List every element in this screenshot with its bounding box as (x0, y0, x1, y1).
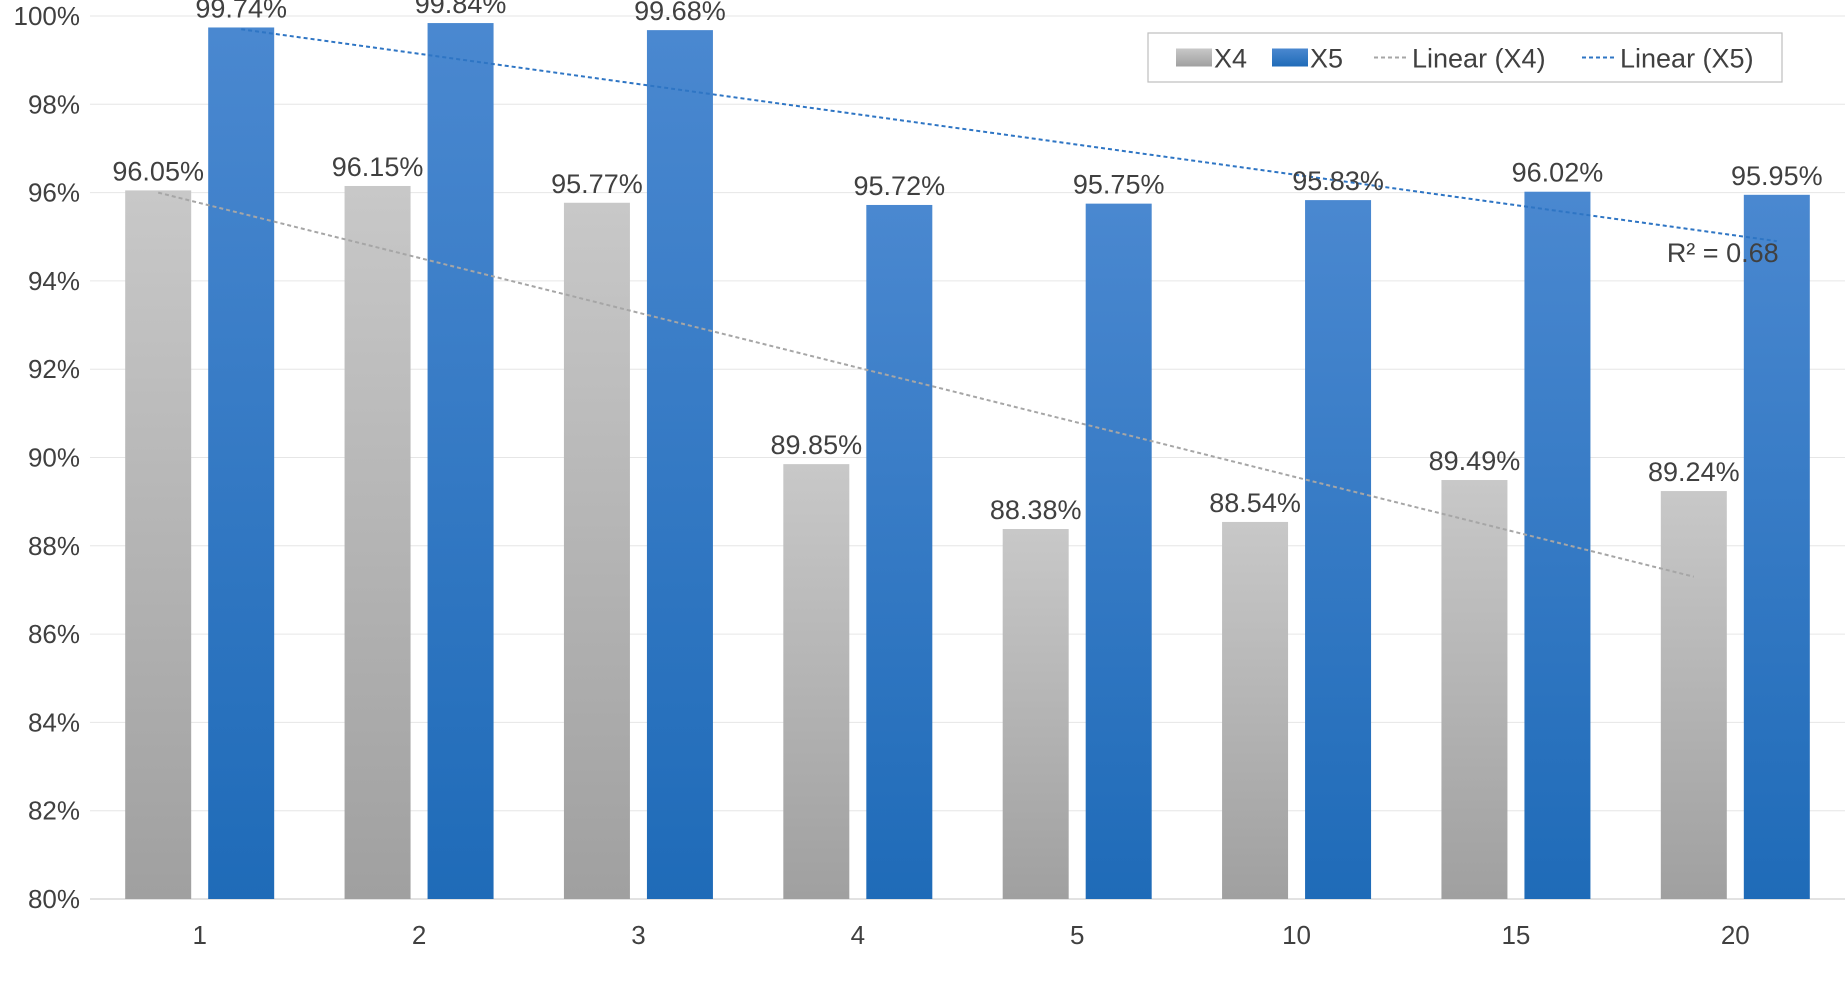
trendline-x5 (241, 28, 1777, 243)
legend-box (1147, 32, 1783, 83)
legend-label-linear-x5: Linear (X5) (1620, 44, 1754, 74)
data-label-x5: 96.02% (1512, 158, 1604, 188)
legend-label-x5: X5 (1310, 44, 1343, 74)
data-label-x4: 89.85% (771, 430, 863, 460)
bar-x4 (125, 190, 192, 899)
trendlines (157, 28, 1777, 578)
data-label-x5: 95.75% (1073, 170, 1165, 200)
x-tick-label: 2 (412, 920, 426, 950)
y-tick-label: 88% (28, 531, 80, 561)
data-label-x5: 95.72% (854, 171, 946, 201)
data-label-x4: 89.24% (1648, 457, 1740, 487)
legend: X4 X5 Linear (X4) Linear (X5) (1147, 32, 1783, 83)
data-label-x4: 95.77% (551, 169, 643, 199)
bar-x4 (783, 464, 850, 899)
x-tick-label: 20 (1721, 920, 1750, 950)
bar-x5 (1743, 194, 1810, 899)
bar-x4 (1002, 529, 1069, 899)
bar-x5 (866, 204, 933, 899)
data-label-x4: 96.15% (332, 152, 424, 182)
y-tick-label: 86% (28, 619, 80, 649)
y-tick-label: 84% (28, 707, 80, 737)
y-tick-label: 82% (28, 796, 80, 826)
x-tick-label: 1 (192, 920, 206, 950)
x-tick-label: 5 (1070, 920, 1084, 950)
data-label-x4: 89.49% (1429, 446, 1521, 476)
data-labels: 96.05% 99.74% 96.15% 99.84% 95.77% 99.68% 89.8… (112, 0, 1822, 525)
bar-x5 (1085, 203, 1152, 899)
x-tick-label: 15 (1501, 920, 1530, 950)
data-label-x5: 99.74% (195, 0, 287, 23)
data-label-x5: 99.84% (415, 0, 507, 19)
bar-x4 (563, 202, 630, 899)
bar-x5 (1305, 200, 1372, 900)
y-tick-label: 96% (28, 178, 80, 208)
legend-label-linear-x4: Linear (X4) (1412, 44, 1546, 74)
y-tick-label: 80% (28, 884, 80, 914)
y-tick-label: 100% (14, 1, 81, 31)
data-label-x5: 99.68% (634, 0, 726, 26)
x-tick-label: 3 (631, 920, 645, 950)
data-label-x4: 88.54% (1209, 488, 1301, 518)
data-label-x4: 88.38% (990, 495, 1082, 525)
y-tick-label: 94% (28, 266, 80, 296)
x-tick-label: 4 (851, 920, 865, 950)
data-label-x4: 96.05% (112, 156, 204, 186)
y-axis: 80% 82% 84% 86% 88% 90% 92% 94% 96% 98% 100% (14, 1, 81, 914)
bar-x5 (427, 23, 494, 899)
y-tick-label: 92% (28, 354, 80, 384)
trendline-x4 (157, 191, 1695, 578)
y-tick-label: 90% (28, 443, 80, 473)
legend-swatch-x5 (1272, 48, 1308, 67)
x-axis: 1 2 3 4 5 10 15 20 (192, 920, 1749, 950)
bar-x4 (344, 185, 411, 900)
data-label-x5: 95.83% (1292, 166, 1384, 196)
bar-x5 (646, 30, 713, 900)
r-squared-label: R² = 0.68 (1667, 238, 1779, 268)
legend-label-x4: X4 (1214, 44, 1247, 74)
data-label-x5: 95.95% (1731, 161, 1823, 191)
bars (125, 23, 1810, 900)
bar-x4 (1441, 480, 1508, 899)
bar-x4 (1222, 521, 1289, 899)
x-tick-label: 10 (1282, 920, 1311, 950)
bar-x5 (1524, 191, 1591, 900)
y-tick-label: 98% (28, 89, 80, 119)
bar-x4 (1660, 491, 1727, 899)
legend-swatch-x4 (1176, 48, 1212, 67)
bar-x5 (208, 27, 275, 899)
